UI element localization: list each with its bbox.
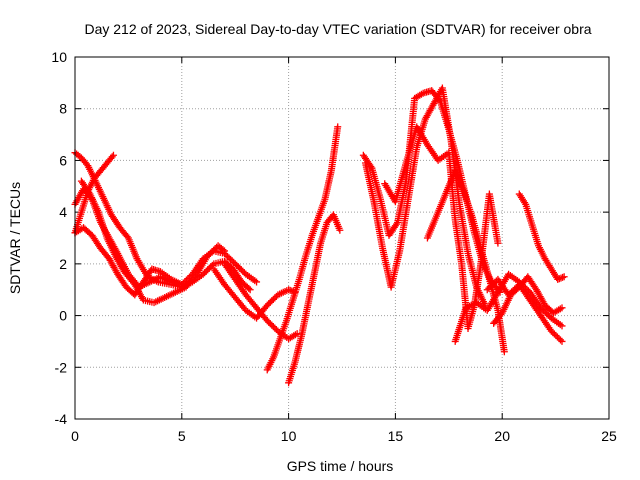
data-point bbox=[558, 322, 566, 330]
data-point bbox=[336, 226, 344, 234]
data-marks bbox=[71, 84, 568, 387]
series-track-4 bbox=[71, 224, 261, 299]
y-tick-label: 2 bbox=[59, 256, 67, 272]
y-tick-label: 4 bbox=[59, 204, 67, 220]
chart-title: Day 212 of 2023, Sidereal Day-to-day VTE… bbox=[84, 21, 591, 37]
x-tick-label: 5 bbox=[178, 428, 186, 444]
x-tick-label: 10 bbox=[281, 428, 297, 444]
x-tick-label: 15 bbox=[388, 428, 404, 444]
data-point bbox=[221, 247, 229, 255]
data-point bbox=[494, 239, 502, 247]
series-track-5 bbox=[77, 177, 229, 307]
data-point bbox=[253, 278, 261, 286]
series-track-9 bbox=[285, 211, 344, 387]
x-axis-label: GPS time / hours bbox=[287, 458, 394, 474]
data-point bbox=[500, 348, 508, 356]
y-tick-label: -2 bbox=[55, 359, 68, 375]
data-point bbox=[560, 273, 568, 281]
series-track-17 bbox=[490, 273, 566, 327]
series-track-7 bbox=[221, 260, 301, 343]
x-tick-label: 20 bbox=[494, 428, 510, 444]
y-tick-label: 8 bbox=[59, 101, 67, 117]
data-point bbox=[558, 304, 566, 312]
y-tick-label: -4 bbox=[55, 411, 68, 427]
data-point bbox=[208, 261, 216, 269]
series-track-16 bbox=[515, 190, 568, 283]
data-point bbox=[245, 284, 253, 292]
data-point bbox=[246, 286, 254, 294]
y-tick-label: 6 bbox=[59, 152, 67, 168]
y-tick-label: 0 bbox=[59, 308, 67, 324]
series-track-14 bbox=[451, 270, 566, 345]
data-point bbox=[334, 123, 342, 131]
series-track-13 bbox=[423, 167, 508, 356]
grid bbox=[75, 57, 609, 419]
data-point bbox=[556, 336, 564, 344]
y-axis-label: SDTVAR / TECUs bbox=[7, 182, 23, 294]
data-point bbox=[558, 337, 566, 345]
y-tick-label: 10 bbox=[51, 49, 67, 65]
series-track-8 bbox=[263, 123, 342, 374]
ticks: 0 5 10 15 20 25 -4 -2 0 2 4 6 8 10 bbox=[51, 49, 617, 444]
data-point bbox=[108, 153, 116, 161]
data-point bbox=[109, 151, 117, 159]
data-point bbox=[392, 220, 400, 228]
plot-frame bbox=[74, 56, 610, 420]
x-tick-label: 0 bbox=[71, 428, 79, 444]
x-tick-label: 25 bbox=[601, 428, 617, 444]
data-point bbox=[219, 246, 227, 254]
